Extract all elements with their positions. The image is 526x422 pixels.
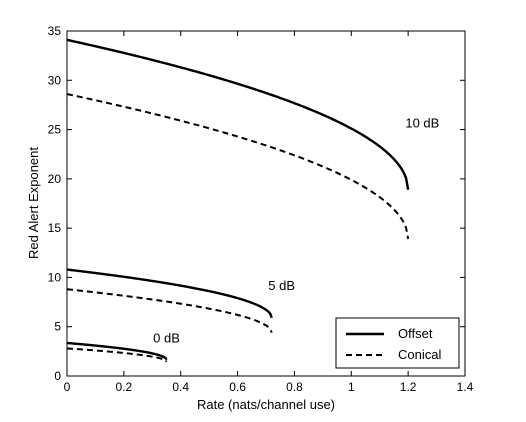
series-line-offset-5db — [66, 268, 273, 319]
y-tick-label: 35 — [48, 24, 62, 38]
curve-annotation: 5 dB — [268, 278, 295, 293]
y-tick-label: 30 — [48, 73, 62, 87]
x-tick-label: 0.6 — [229, 380, 246, 394]
y-tick-label: 0 — [54, 369, 61, 383]
y-tick-label: 20 — [48, 172, 62, 186]
y-tick-label: 10 — [48, 270, 62, 284]
y-tick-label: 25 — [48, 123, 62, 137]
y-tick-label: 5 — [54, 320, 61, 334]
series-line-offset-10db — [66, 38, 410, 190]
legend-conical-label: Conical — [398, 347, 441, 362]
x-tick-label: 0.2 — [116, 380, 133, 394]
legend: Offset Conical — [335, 317, 460, 369]
series-line-conical-10db — [66, 93, 410, 240]
x-tick-label: 0.8 — [286, 380, 303, 394]
y-tick-label: 15 — [48, 221, 62, 235]
y-axis-label: Red Alert Exponent — [26, 147, 41, 259]
legend-offset-label: Offset — [398, 326, 433, 341]
x-tick-label: 0.4 — [172, 380, 189, 394]
x-axis-label: Rate (nats/channel use) — [197, 397, 335, 412]
curve-annotation: 0 dB — [153, 330, 180, 345]
x-tick-label: 0 — [64, 380, 71, 394]
series-line-conical-0db — [66, 347, 168, 363]
curve-annotation: 10 dB — [405, 116, 439, 131]
series-line-offset-0db — [66, 341, 168, 361]
legend-box — [335, 317, 460, 369]
series-line-conical-5db — [66, 288, 273, 333]
x-tick-label: 1.2 — [400, 380, 417, 394]
x-tick-label: 1.4 — [457, 380, 474, 394]
x-tick-label: 1 — [348, 380, 355, 394]
